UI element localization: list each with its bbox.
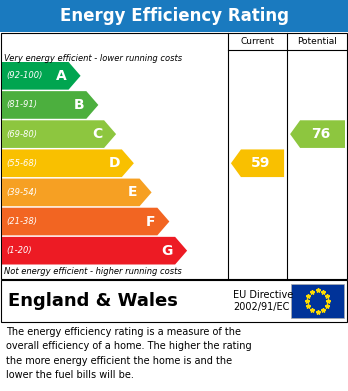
Polygon shape (2, 149, 134, 177)
Bar (0, 0, 348, 32)
Polygon shape (2, 62, 81, 90)
Text: Potential: Potential (298, 38, 338, 47)
Text: Very energy efficient - lower running costs: Very energy efficient - lower running co… (4, 54, 182, 63)
Text: D: D (108, 156, 120, 170)
Polygon shape (2, 120, 116, 148)
Polygon shape (2, 237, 187, 264)
Text: (39-54): (39-54) (6, 188, 37, 197)
Polygon shape (2, 179, 152, 206)
Text: (81-91): (81-91) (6, 100, 37, 109)
Polygon shape (2, 91, 98, 119)
Text: Energy Efficiency Rating: Energy Efficiency Rating (60, 7, 288, 25)
Text: 76: 76 (311, 127, 330, 141)
Text: England & Wales: England & Wales (8, 292, 178, 310)
Polygon shape (231, 149, 284, 177)
Text: 59: 59 (251, 156, 270, 170)
Bar (1, 280, 347, 322)
Polygon shape (2, 208, 169, 235)
Text: (92-100): (92-100) (6, 71, 42, 80)
Polygon shape (290, 120, 345, 148)
Text: Current: Current (240, 38, 275, 47)
Bar (1, 33, 347, 279)
Text: 2002/91/EC: 2002/91/EC (233, 302, 289, 312)
Text: The energy efficiency rating is a measure of the
overall efficiency of a home. T: The energy efficiency rating is a measur… (6, 327, 252, 380)
Text: F: F (146, 215, 155, 228)
Text: Not energy efficient - higher running costs: Not energy efficient - higher running co… (4, 267, 182, 276)
Text: A: A (56, 69, 66, 83)
Text: C: C (92, 127, 102, 141)
Bar (291, 284, 344, 318)
Text: B: B (74, 98, 84, 112)
Text: EU Directive: EU Directive (233, 290, 293, 300)
Text: (1-20): (1-20) (6, 246, 32, 255)
Text: (55-68): (55-68) (6, 159, 37, 168)
Text: E: E (128, 185, 137, 199)
Text: G: G (162, 244, 173, 258)
Text: (69-80): (69-80) (6, 129, 37, 138)
Text: (21-38): (21-38) (6, 217, 37, 226)
